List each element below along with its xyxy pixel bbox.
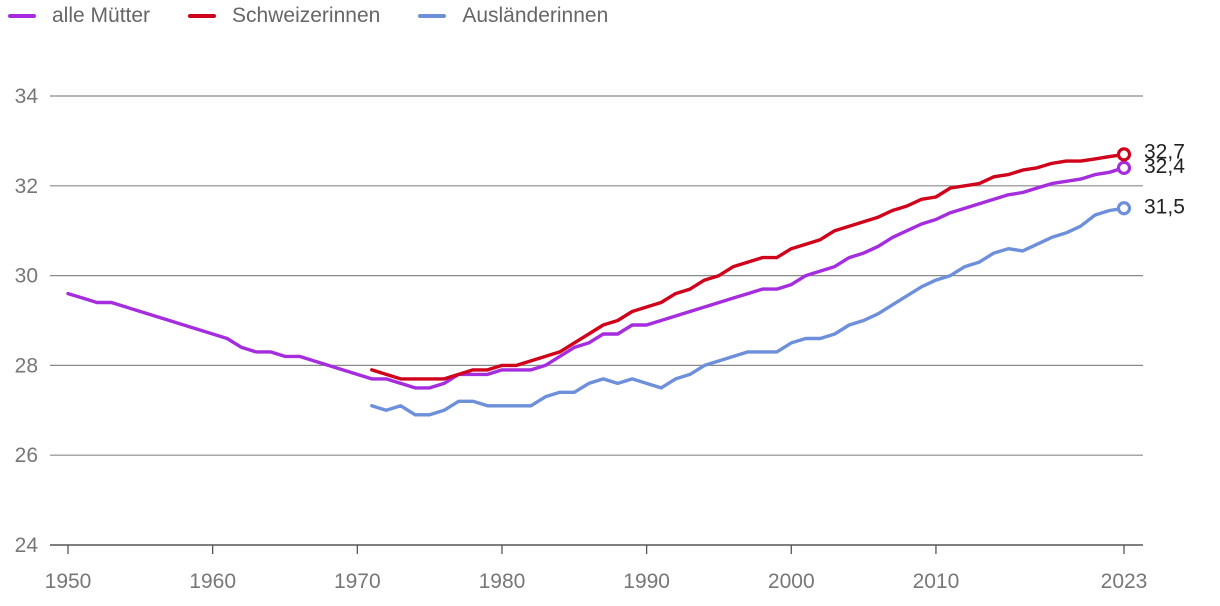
x-tick-label-1990: 1990 [623,570,670,593]
series-line-ausland [370,206,1126,417]
series-line-schweiz [370,152,1126,381]
end-label-ausland: 31,5 [1144,195,1185,218]
x-tick-label-2000: 2000 [768,570,815,593]
series-line-alle [66,166,1126,390]
x-tick-label-1960: 1960 [189,570,236,593]
y-tick-label-26: 26 [15,444,38,467]
y-tick-label-24: 24 [15,534,39,557]
end-label-schweiz: 32,7 [1144,140,1185,163]
legend-item-auslaenderinnen[interactable]: Ausländerinnen [418,4,608,28]
series-lines [66,152,1126,417]
gridlines [50,95,1143,546]
y-axis-ticks: 24 26 28 30 32 34 [15,85,39,557]
x-tick-label-1970: 1970 [334,570,381,593]
legend-swatch-schweizerinnen [188,14,217,18]
x-tick-label-2023: 2023 [1101,570,1148,593]
legend-swatch-auslaenderinnen [418,14,447,18]
y-tick-label-34: 34 [15,85,39,108]
x-tick-label-1980: 1980 [479,570,526,593]
y-tick-label-32: 32 [15,175,38,198]
x-tick-label-1950: 1950 [45,570,92,593]
end-label-alle: 32,4 [1144,155,1185,178]
x-axis: 1950 1960 1970 1980 1990 2000 2010 2023 [45,545,1148,593]
end-marker-schweiz [1116,147,1132,162]
legend-swatch-alle-muetter [8,14,36,18]
end-marker-alle [1116,160,1132,175]
end-markers: 32,432,7 31,5 [1116,140,1185,218]
legend-label-schweizerinnen: Schweizerinnen [232,4,381,27]
y-tick-label-28: 28 [15,354,38,377]
chart-legend: alle Mütter Schweizerinnen Ausländerinne… [8,4,608,28]
legend-label-auslaenderinnen: Ausländerinnen [462,4,609,27]
legend-label-alle-muetter: alle Mütter [52,4,151,27]
legend-item-alle-muetter[interactable]: alle Mütter [8,4,150,28]
y-tick-label-30: 30 [15,265,38,288]
end-marker-ausland [1116,201,1132,216]
x-tick-label-2010: 2010 [913,570,960,593]
legend-item-schweizerinnen[interactable]: Schweizerinnen [188,4,380,28]
